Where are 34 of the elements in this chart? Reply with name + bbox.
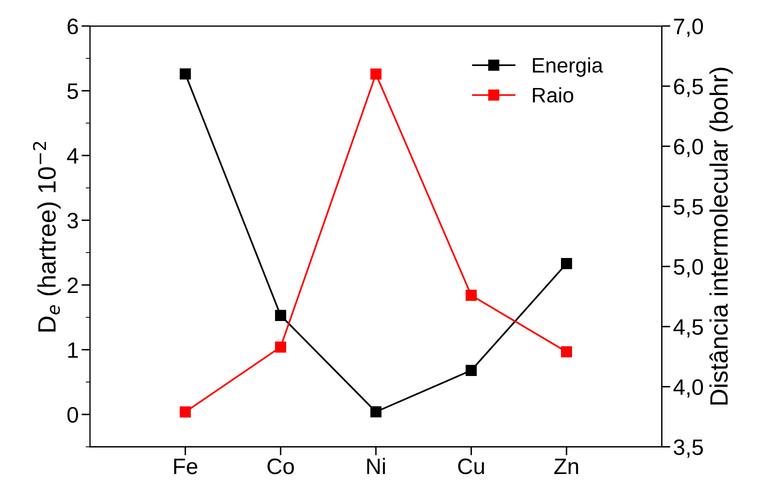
y2-tick-label: 6,5: [674, 78, 703, 98]
point: [180, 406, 191, 418]
legend-label: Raio: [532, 87, 574, 103]
point: [275, 341, 286, 353]
y-tick-label: 1: [68, 342, 78, 358]
y-tick-label: 3: [67, 212, 78, 229]
y2-tick-label: 5,0: [674, 259, 703, 278]
y-tick-label: 4: [67, 148, 78, 164]
x-tick-label: Cu: [458, 458, 484, 474]
y2-tick-label: 4,5: [673, 319, 703, 338]
y-tick-label: 6: [68, 18, 78, 34]
x-tick-label: Zn: [554, 458, 578, 474]
y-tick-label: 5: [67, 84, 78, 100]
point: [275, 310, 286, 321]
point: [180, 68, 191, 80]
point: [466, 290, 477, 301]
point: [370, 68, 382, 80]
y2-tick-label: 3,5: [674, 439, 703, 458]
y2-tick-label: 6,0: [674, 138, 703, 158]
point: [560, 346, 572, 358]
point: [370, 406, 382, 418]
y2-axis-title: Distância intermolecular (bohr): [709, 68, 733, 405]
y-tick-label: 2: [68, 278, 78, 294]
point: [466, 364, 477, 376]
point: [560, 258, 572, 270]
x-tick-label: Ni: [367, 458, 385, 474]
y-axis-title: D$_{e}$ (hartree) 10$^{−2}$: [32, 142, 61, 332]
y2-tick-label: 7,0: [674, 18, 703, 37]
x-tick-label: Co: [268, 458, 294, 474]
y2-tick-label: 5,5: [674, 199, 703, 218]
x-tick-label: Fe: [174, 458, 198, 474]
y2-tick-label: 4,0: [673, 379, 703, 398]
legend-label: Energia: [532, 57, 604, 77]
y-tick-label: 0: [67, 406, 78, 423]
